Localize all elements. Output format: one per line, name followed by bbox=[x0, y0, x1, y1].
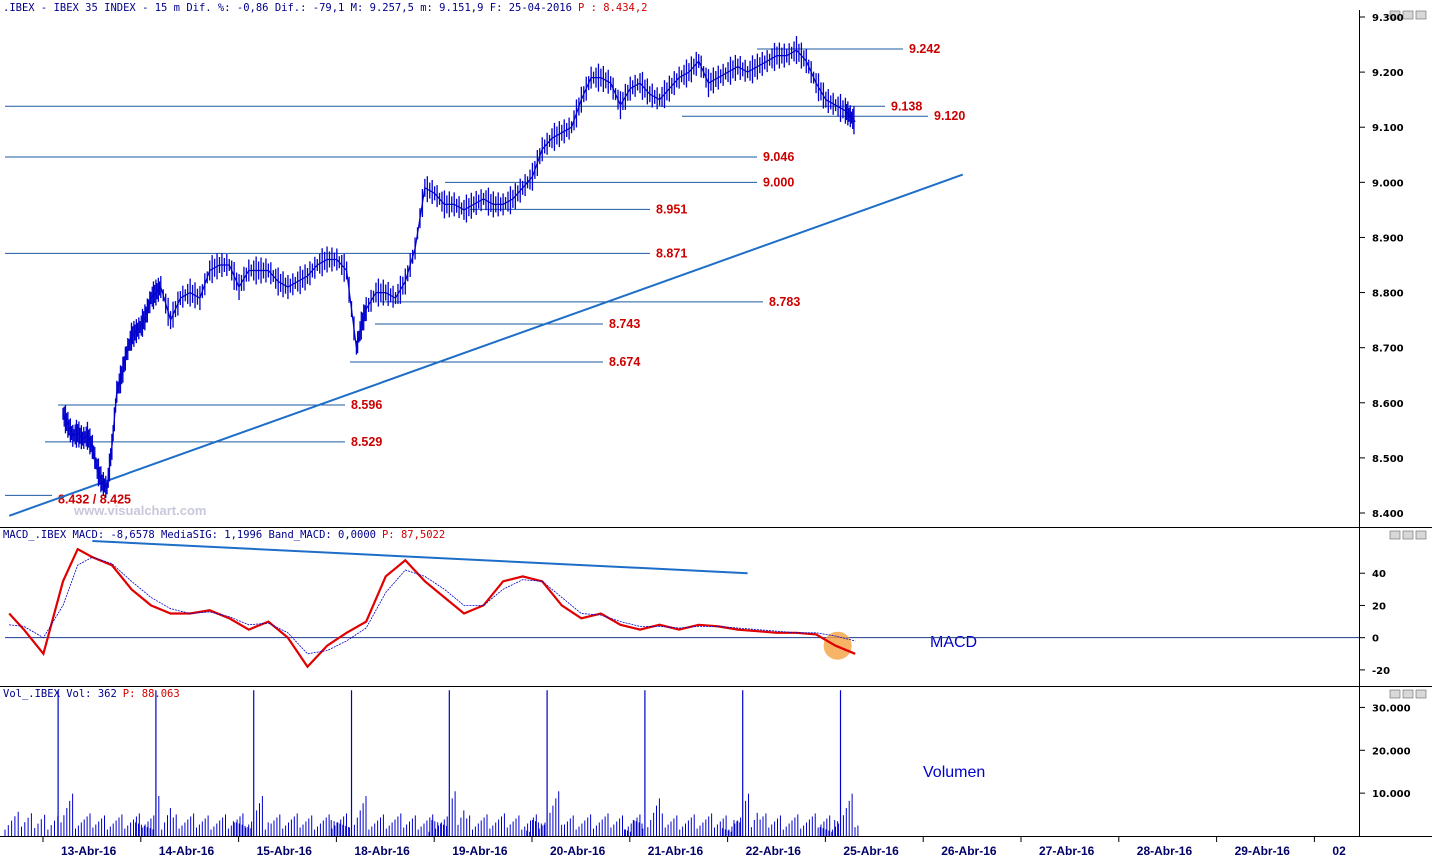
date-label: 14-Abr-16 bbox=[159, 844, 215, 857]
price-panel-buttons[interactable] bbox=[1389, 10, 1427, 20]
maximize-icon[interactable] bbox=[1402, 10, 1414, 20]
macd-panel-label: MACD bbox=[930, 634, 977, 651]
minimize-icon[interactable] bbox=[1389, 689, 1401, 699]
date-label: 29-Abr-16 bbox=[1235, 844, 1291, 857]
level-label: 9.000 bbox=[763, 175, 794, 189]
price-tick-label: 8.400 bbox=[1372, 509, 1404, 520]
volume-panel-label: Volumen bbox=[923, 764, 985, 781]
price-tick-label: 9.100 bbox=[1372, 123, 1404, 134]
date-label: 13-Abr-16 bbox=[61, 844, 117, 857]
macd-trendline bbox=[92, 540, 748, 575]
volume-tick-label: 20.000 bbox=[1372, 746, 1411, 757]
maximize-icon[interactable] bbox=[1402, 530, 1414, 540]
price-tick-label: 8.800 bbox=[1372, 289, 1404, 300]
date-label: 02 bbox=[1332, 844, 1346, 857]
volume-header: Vol_.IBEX Vol: 362 P: 88.063 bbox=[3, 688, 180, 700]
price-tick-label: 9.000 bbox=[1372, 178, 1404, 189]
panel-frames bbox=[0, 10, 1432, 837]
macd-tick-label: 0 bbox=[1372, 634, 1379, 645]
macd-series bbox=[5, 547, 1359, 669]
close-icon[interactable] bbox=[1415, 10, 1427, 20]
volume-bars bbox=[4, 690, 859, 836]
price-trendline bbox=[8, 173, 964, 517]
price-tick-label: 8.500 bbox=[1372, 454, 1404, 465]
date-label: 20-Abr-16 bbox=[550, 844, 606, 857]
date-label: 19-Abr-16 bbox=[452, 844, 508, 857]
macd-tick-label: -20 bbox=[1372, 666, 1390, 677]
volume-tick-label: 10.000 bbox=[1372, 789, 1411, 800]
date-label: 26-Abr-16 bbox=[941, 844, 997, 857]
price-series bbox=[62, 36, 856, 498]
level-label: 8.529 bbox=[351, 435, 382, 449]
signal-line bbox=[9, 556, 856, 655]
level-label: 8.951 bbox=[656, 202, 687, 216]
level-label: 9.120 bbox=[934, 109, 965, 123]
close-icon[interactable] bbox=[1415, 689, 1427, 699]
level-label: 9.242 bbox=[909, 42, 940, 56]
y-axes: 8.400 8.500 8.600 8.700 8.800 8.900 9.000 9.100… bbox=[1359, 13, 1411, 800]
date-label: 15-Abr-16 bbox=[257, 844, 313, 857]
x-axis: 13-Abr-16 14-Abr-16 15-Abr-16 18-Abr-16 19-A… bbox=[42, 836, 1346, 857]
date-label: 28-Abr-16 bbox=[1137, 844, 1193, 857]
level-label: 8.674 bbox=[609, 355, 640, 369]
price-header: .IBEX - IBEX 35 INDEX - 15 m Dif. %: -0,… bbox=[3, 2, 648, 14]
maximize-icon[interactable] bbox=[1402, 689, 1414, 699]
trendlines bbox=[8, 173, 964, 575]
price-tick-label: 8.900 bbox=[1372, 233, 1404, 244]
minimize-icon[interactable] bbox=[1389, 10, 1401, 20]
level-label: 8.783 bbox=[769, 295, 800, 309]
date-label: 21-Abr-16 bbox=[648, 844, 704, 857]
date-label: 27-Abr-16 bbox=[1039, 844, 1095, 857]
date-label: 25-Abr-16 bbox=[843, 844, 899, 857]
level-label: 8.871 bbox=[656, 246, 687, 260]
macd-line bbox=[8, 547, 856, 669]
support-resistance-levels: 9.242 9.138 9.120 9.046 9.000 8.951 8.871 8.783… bbox=[5, 42, 965, 506]
volume-panel-buttons[interactable] bbox=[1389, 689, 1427, 699]
level-label: 8.432 / 8.425 bbox=[58, 492, 131, 506]
level-label: 9.138 bbox=[891, 99, 922, 113]
price-tick-label: 9.300 bbox=[1372, 13, 1404, 24]
date-label: 22-Abr-16 bbox=[746, 844, 802, 857]
macd-tick-label: 40 bbox=[1372, 569, 1386, 580]
price-tick-label: 8.600 bbox=[1372, 399, 1404, 410]
level-label: 8.743 bbox=[609, 317, 640, 331]
price-tick-label: 9.200 bbox=[1372, 68, 1404, 79]
macd-tick-label: 20 bbox=[1372, 601, 1386, 612]
level-label: 9.046 bbox=[763, 150, 794, 164]
price-tick-label: 8.700 bbox=[1372, 344, 1404, 355]
date-label: 18-Abr-16 bbox=[354, 844, 410, 857]
volume-tick-label: 30.000 bbox=[1372, 703, 1411, 714]
macd-panel-buttons[interactable] bbox=[1389, 530, 1427, 540]
watermark: www.visualchart.com bbox=[73, 503, 206, 518]
level-label: 8.596 bbox=[351, 398, 382, 412]
macd-header-full: MACD_.IBEX MACD: -8,6578 MediaSIG: 1,199… bbox=[3, 529, 445, 541]
close-icon[interactable] bbox=[1415, 530, 1427, 540]
minimize-icon[interactable] bbox=[1389, 530, 1401, 540]
